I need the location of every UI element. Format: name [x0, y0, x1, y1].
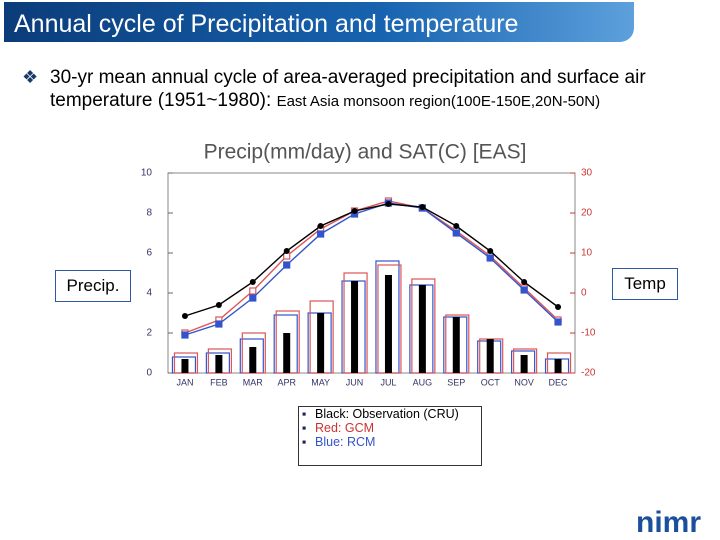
chart-title: Precip(mm/day) and SAT(C) [EAS] [204, 141, 527, 164]
y-axis-label: Precip. [55, 270, 131, 302]
marker [249, 294, 257, 302]
y2-tick-label: 0 [581, 288, 587, 299]
y2-tick-label: 10 [581, 248, 593, 259]
notes-box: Black: Observation (CRU) Red: GCM Blue: … [298, 406, 482, 466]
x-tick-label: APR [277, 377, 296, 387]
marker [215, 302, 222, 308]
bullet-text: 30-yr mean annual cycle of area-averaged… [50, 67, 646, 111]
line [184, 203, 559, 317]
bar [486, 339, 494, 373]
y2-tick-label: -10 [581, 328, 596, 339]
x-tick-label: DEC [549, 377, 569, 387]
bar [520, 355, 528, 373]
marker [181, 313, 188, 319]
x-tick-label: JUL [380, 377, 396, 387]
y-tick-label: 0 [146, 368, 152, 379]
note: Black: Observation (CRU) [299, 407, 481, 421]
marker [486, 254, 494, 262]
x-tick-label: JAN [176, 377, 193, 387]
bullet-region: East Asia monsoon region(100E-150E,20N-5… [276, 93, 601, 110]
marker [351, 208, 358, 214]
y-tick-label: 8 [146, 208, 152, 219]
y2-tick-label: 30 [581, 168, 593, 179]
y2-tick-label: 20 [581, 208, 593, 219]
x-tick-label: MAY [311, 377, 330, 387]
note: Blue: RCM [299, 435, 481, 449]
x-tick-label: NOV [514, 377, 534, 387]
marker [215, 320, 223, 328]
slide-title: Annual cycle of Precipitation and temper… [14, 10, 519, 38]
marker [283, 248, 290, 254]
y-tick-label: 6 [146, 248, 152, 259]
marker [249, 287, 257, 295]
line [184, 200, 559, 334]
marker [385, 201, 392, 207]
y2-tick-label: -20 [581, 368, 596, 379]
bar [283, 333, 291, 373]
marker [487, 248, 494, 254]
line [184, 202, 559, 336]
marker [317, 230, 325, 238]
x-tick-label: FEB [210, 377, 228, 387]
bar [554, 359, 562, 373]
bar [249, 347, 257, 373]
marker [419, 204, 426, 210]
x-tick-label: MAR [243, 377, 264, 387]
marker [555, 304, 562, 310]
bullet: ❖ 30-yr mean annual cycle of area-average… [22, 66, 700, 113]
x-tick-label: JUN [346, 377, 364, 387]
y-tick-label: 2 [146, 328, 152, 339]
bar [181, 359, 189, 373]
plot-frame [167, 172, 576, 374]
marker [452, 229, 460, 237]
marker [181, 331, 189, 339]
marker [249, 279, 256, 285]
bar [351, 281, 359, 373]
x-tick-label: AUG [413, 377, 433, 387]
y-tick-label: 10 [141, 168, 153, 179]
x-tick-label: OCT [481, 377, 501, 387]
bar [215, 355, 223, 373]
bar [418, 285, 426, 373]
bar [317, 313, 325, 373]
marker [521, 279, 528, 285]
marker [453, 223, 460, 229]
bar [452, 317, 460, 373]
marker [520, 286, 528, 294]
logo: nimr [636, 506, 702, 539]
bullet-icon: ❖ [22, 67, 39, 87]
title-bar: Annual cycle of Precipitation and temper… [4, 2, 634, 42]
y-tick-label: 4 [146, 288, 152, 299]
x-tick-label: SEP [447, 377, 465, 387]
marker [283, 261, 291, 269]
bar [384, 275, 392, 373]
note: Red: GCM [299, 421, 481, 435]
marker [317, 223, 324, 229]
marker [554, 318, 562, 326]
y2-axis-label: Temp [612, 268, 678, 300]
